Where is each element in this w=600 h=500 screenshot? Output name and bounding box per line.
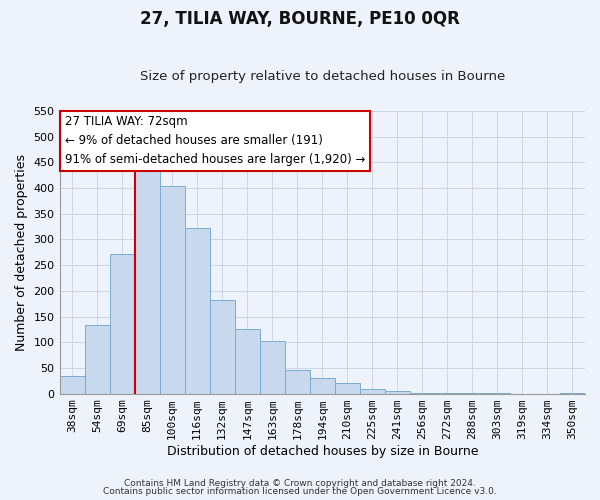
Bar [134,171,160,394]
Bar [260,340,285,394]
Bar [85,326,110,394]
Text: 27, TILIA WAY, BOURNE, PE10 0QR: 27, TILIA WAY, BOURNE, PE10 0QR [140,10,460,28]
Bar [360,390,385,394]
Bar [435,393,460,394]
Bar [285,370,310,394]
Bar [209,300,235,394]
Bar [59,376,85,394]
Y-axis label: Number of detached properties: Number of detached properties [15,154,28,351]
Bar [110,254,134,394]
Bar [160,186,185,394]
Title: Size of property relative to detached houses in Bourne: Size of property relative to detached ho… [140,70,505,84]
Text: 27 TILIA WAY: 72sqm
← 9% of detached houses are smaller (191)
91% of semi-detach: 27 TILIA WAY: 72sqm ← 9% of detached hou… [65,116,365,166]
Bar [460,393,485,394]
Bar [385,391,410,394]
Bar [410,392,435,394]
Text: Contains HM Land Registry data © Crown copyright and database right 2024.: Contains HM Land Registry data © Crown c… [124,478,476,488]
Bar [310,378,335,394]
Bar [335,384,360,394]
Text: Contains public sector information licensed under the Open Government Licence v3: Contains public sector information licen… [103,487,497,496]
Bar [560,392,585,394]
Bar [185,228,209,394]
X-axis label: Distribution of detached houses by size in Bourne: Distribution of detached houses by size … [167,444,478,458]
Bar [485,393,510,394]
Bar [235,329,260,394]
